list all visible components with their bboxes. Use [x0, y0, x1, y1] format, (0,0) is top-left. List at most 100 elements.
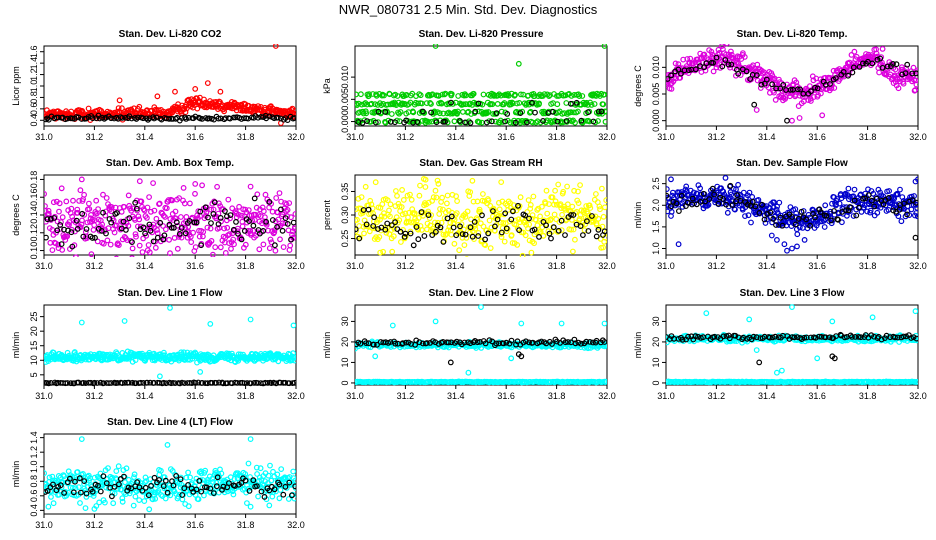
data-point	[899, 71, 905, 78]
data-point	[411, 210, 418, 217]
data-point	[479, 237, 485, 244]
data-point	[428, 212, 435, 219]
data-point	[181, 380, 188, 387]
data-point	[503, 339, 510, 346]
data-point	[371, 214, 378, 221]
data-point	[462, 213, 469, 220]
y-axis-label: ml/min	[11, 332, 21, 359]
data-point	[797, 86, 804, 93]
data-point	[743, 68, 750, 75]
y-tick-label: 20	[651, 337, 661, 347]
panel-title: Stan. Dev. Gas Stream RH	[419, 158, 542, 169]
data-point	[383, 229, 390, 236]
data-point	[537, 213, 543, 220]
data-point	[201, 96, 207, 103]
x-tick-label: 31.6	[808, 391, 826, 401]
data-point	[189, 214, 196, 221]
data-point	[536, 233, 542, 240]
data-point	[370, 223, 377, 229]
y-tick-label: 30	[340, 316, 350, 326]
data-point	[363, 379, 370, 385]
data-point	[570, 248, 576, 255]
data-point	[719, 63, 726, 70]
data-point	[724, 198, 731, 205]
data-point	[675, 66, 682, 73]
data-point	[554, 101, 561, 108]
x-tick-label: 32.0	[287, 391, 305, 401]
data-point	[173, 215, 180, 222]
data-point	[720, 333, 727, 340]
data-point	[395, 200, 402, 207]
data-point	[453, 338, 460, 345]
data-point	[398, 239, 404, 245]
data-point	[407, 230, 414, 237]
data-point	[284, 206, 291, 213]
data-point	[583, 338, 590, 345]
data-point	[415, 214, 422, 221]
data-point	[66, 221, 72, 228]
data-point	[527, 201, 534, 208]
data-point	[50, 349, 57, 356]
y-tick-label: 0.6	[29, 103, 39, 116]
data-point	[531, 240, 537, 247]
data-point	[480, 91, 487, 98]
series-all	[666, 44, 918, 124]
series-all	[44, 305, 296, 380]
data-point	[754, 77, 761, 84]
data-point	[79, 217, 85, 224]
x-tick-label: 31.6	[186, 391, 204, 401]
data-point	[600, 101, 607, 108]
data-point	[596, 203, 603, 210]
data-point	[554, 201, 560, 208]
data-point	[108, 115, 114, 122]
data-point	[85, 105, 92, 112]
data-point	[154, 93, 161, 100]
data-point	[63, 198, 70, 205]
x-tick-label: 31.4	[136, 391, 154, 401]
data-point	[447, 220, 454, 226]
series-all	[355, 44, 607, 126]
data-point	[389, 322, 396, 329]
y-tick-label: 30	[651, 316, 661, 326]
x-tick-label: 32.0	[598, 261, 616, 271]
data-point	[527, 379, 534, 385]
data-point	[260, 208, 267, 215]
data-point	[501, 100, 508, 106]
data-point	[729, 202, 736, 209]
data-point	[508, 216, 515, 223]
data-point	[170, 224, 177, 231]
data-point	[515, 60, 522, 67]
data-point	[448, 99, 454, 106]
data-point	[776, 199, 783, 206]
data-point	[525, 197, 532, 204]
data-point	[575, 200, 582, 207]
data-point	[399, 186, 406, 193]
data-point	[462, 119, 469, 126]
data-point	[794, 231, 801, 238]
data-point	[51, 215, 58, 221]
data-point	[744, 201, 751, 208]
series-selected	[355, 99, 605, 126]
data-point	[550, 108, 556, 115]
data-point	[213, 380, 220, 386]
data-point	[392, 119, 398, 126]
data-point	[291, 379, 296, 386]
data-point	[232, 379, 239, 386]
data-point	[54, 227, 61, 234]
data-point	[64, 115, 71, 122]
data-point	[879, 46, 886, 52]
data-point	[442, 232, 449, 238]
data-point	[666, 186, 670, 192]
data-point	[74, 206, 81, 213]
data-point	[151, 379, 157, 386]
data-point	[448, 339, 455, 346]
data-point	[238, 212, 245, 219]
data-point	[247, 183, 254, 190]
series-selected	[44, 112, 296, 124]
data-point	[798, 208, 805, 215]
data-point	[586, 202, 593, 209]
data-point	[812, 214, 818, 221]
data-point	[356, 235, 363, 242]
data-point	[702, 198, 709, 205]
data-point	[675, 61, 682, 68]
